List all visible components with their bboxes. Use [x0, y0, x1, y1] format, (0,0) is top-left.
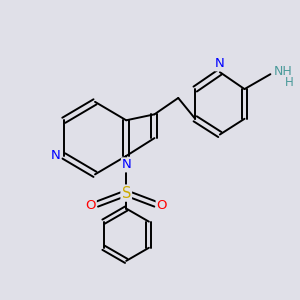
Text: O: O	[85, 199, 96, 212]
Text: H: H	[284, 76, 293, 89]
Text: N: N	[51, 149, 60, 162]
Text: N: N	[215, 57, 225, 70]
Text: O: O	[157, 199, 167, 212]
Text: S: S	[122, 186, 131, 201]
Text: N: N	[122, 158, 132, 171]
Text: NH: NH	[273, 65, 292, 78]
